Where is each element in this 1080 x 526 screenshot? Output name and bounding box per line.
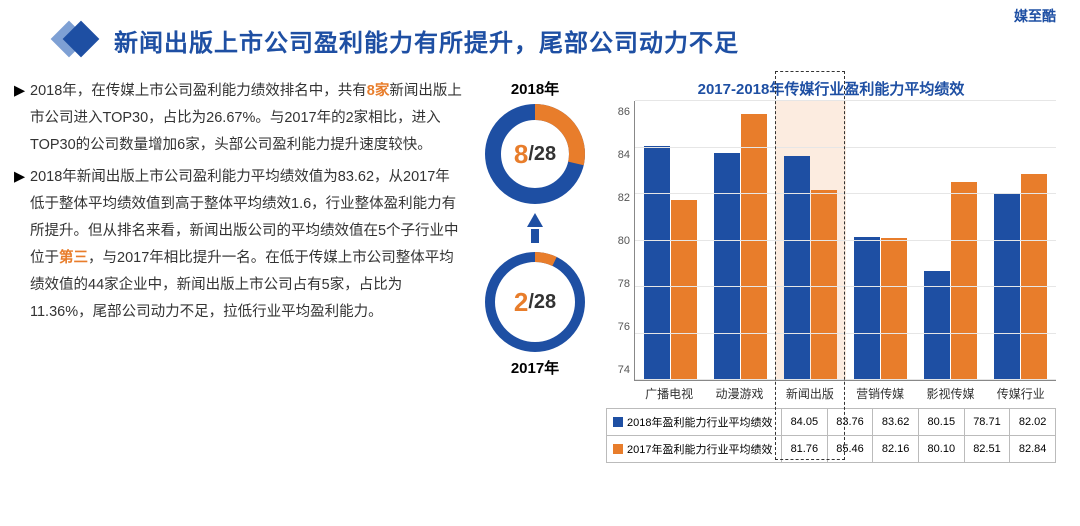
bar-2018 [714, 153, 740, 380]
table-cell: 82.84 [1010, 436, 1056, 463]
bar-2017 [671, 200, 697, 380]
y-tick: 84 [618, 149, 630, 161]
page-title-row: 新闻出版上市公司盈利能力有所提升，尾部公司动力不足 [0, 0, 1080, 60]
donut-2018-numerator: 8 [514, 139, 528, 170]
x-label: 广播电视 [634, 385, 704, 402]
table-cell: 82.02 [1010, 409, 1056, 436]
bar-2017 [881, 238, 907, 380]
bar-2018 [644, 146, 670, 380]
x-axis-labels: 广播电视动漫游戏新闻出版营销传媒影视传媒传媒行业 [634, 385, 1056, 402]
year-label-2017: 2017年 [511, 357, 559, 378]
bar-group [846, 101, 916, 380]
table-row: 2017年盈利能力行业平均绩效 81.7685.4682.1680.1082.51… [607, 436, 1056, 463]
arrow-up-icon [527, 213, 543, 227]
bar-2018 [854, 237, 880, 380]
bar-group [916, 101, 986, 380]
bar-chart-plot [634, 101, 1056, 381]
bullet-triangle-icon: ▶ [14, 164, 30, 325]
legend-swatch-icon [613, 444, 623, 454]
arrow-stem [531, 229, 539, 243]
bar-chart-title: 2017-2018年传媒行业盈利能力平均绩效 [606, 78, 1056, 99]
x-label: 影视传媒 [915, 385, 985, 402]
table-cell: 83.62 [873, 409, 919, 436]
grid-line [635, 286, 1056, 287]
bullet-item: ▶2018年新闻出版上市公司盈利能力平均绩效值为83.62，从2017年低于整体… [14, 164, 464, 325]
table-cell: 82.16 [873, 436, 919, 463]
page-title: 新闻出版上市公司盈利能力有所提升，尾部公司动力不足 [114, 23, 739, 58]
bullet-item: ▶2018年，在传媒上市公司盈利能力绩效排名中，共有8家新闻出版上市公司进入TO… [14, 78, 464, 158]
table-cell: 81.76 [782, 436, 828, 463]
bar-chart-panel: 2017-2018年传媒行业盈利能力平均绩效 86 84 82 80 78 76 74 广播… [606, 78, 1056, 463]
table-cell: 83.76 [827, 409, 873, 436]
donut-column: 2018年 8 /28 2 /28 2017年 [470, 78, 600, 463]
grid-line [635, 379, 1056, 380]
donut-2017-numerator: 2 [514, 287, 528, 318]
data-table: 2018年盈利能力行业平均绩效 84.0583.7683.6280.1578.71… [606, 408, 1056, 463]
y-tick: 80 [618, 235, 630, 247]
bullet-text: 2018年新闻出版上市公司盈利能力平均绩效值为83.62，从2017年低于整体平… [30, 164, 464, 325]
y-tick: 74 [618, 364, 630, 376]
grid-line [635, 147, 1056, 148]
grid-line [635, 193, 1056, 194]
legend-item: 2017年盈利能力行业平均绩效 [609, 439, 779, 459]
x-label: 动漫游戏 [704, 385, 774, 402]
y-tick: 86 [618, 106, 630, 118]
table-cell: 84.05 [782, 409, 828, 436]
bar-group [635, 101, 705, 380]
table-cell: 80.10 [918, 436, 964, 463]
table-row: 2018年盈利能力行业平均绩效 84.0583.7683.6280.1578.71… [607, 409, 1056, 436]
legend-label: 2018年盈利能力行业平均绩效 [627, 414, 772, 430]
bullet-text-panel: ▶2018年，在传媒上市公司盈利能力绩效排名中，共有8家新闻出版上市公司进入TO… [14, 78, 464, 463]
bullet-text: 2018年，在传媒上市公司盈利能力绩效排名中，共有8家新闻出版上市公司进入TOP… [30, 78, 464, 158]
y-tick: 76 [618, 321, 630, 333]
year-label-2018: 2018年 [511, 78, 559, 99]
table-cell: 78.71 [964, 409, 1010, 436]
bar-group [775, 101, 845, 380]
title-diamond-icon [56, 20, 96, 60]
grid-line [635, 100, 1056, 101]
bar-group [986, 101, 1056, 380]
brand-label: 媒至酷 [1014, 6, 1056, 26]
bar-2018 [784, 156, 810, 380]
legend-swatch-icon [613, 417, 623, 427]
donut-2018-denominator: /28 [528, 143, 556, 166]
legend-item: 2018年盈利能力行业平均绩效 [609, 412, 779, 432]
x-label: 营销传媒 [845, 385, 915, 402]
table-cell: 82.51 [964, 436, 1010, 463]
table-cell: 85.46 [827, 436, 873, 463]
table-cell: 80.15 [918, 409, 964, 436]
grid-line [635, 333, 1056, 334]
bullet-triangle-icon: ▶ [14, 78, 30, 158]
y-tick: 82 [618, 192, 630, 204]
donut-2018: 8 /28 [480, 99, 590, 209]
y-axis: 86 84 82 80 78 76 74 [606, 101, 634, 381]
donut-2017: 2 /28 [480, 247, 590, 357]
x-label: 新闻出版 [775, 385, 845, 402]
legend-label: 2017年盈利能力行业平均绩效 [627, 441, 772, 457]
x-label: 传媒行业 [986, 385, 1056, 402]
y-tick: 78 [618, 278, 630, 290]
bar-2017 [741, 114, 767, 380]
bar-2017 [1021, 174, 1047, 380]
bar-2017 [951, 182, 977, 380]
donut-2017-denominator: /28 [528, 291, 556, 314]
grid-line [635, 240, 1056, 241]
bar-group [705, 101, 775, 380]
